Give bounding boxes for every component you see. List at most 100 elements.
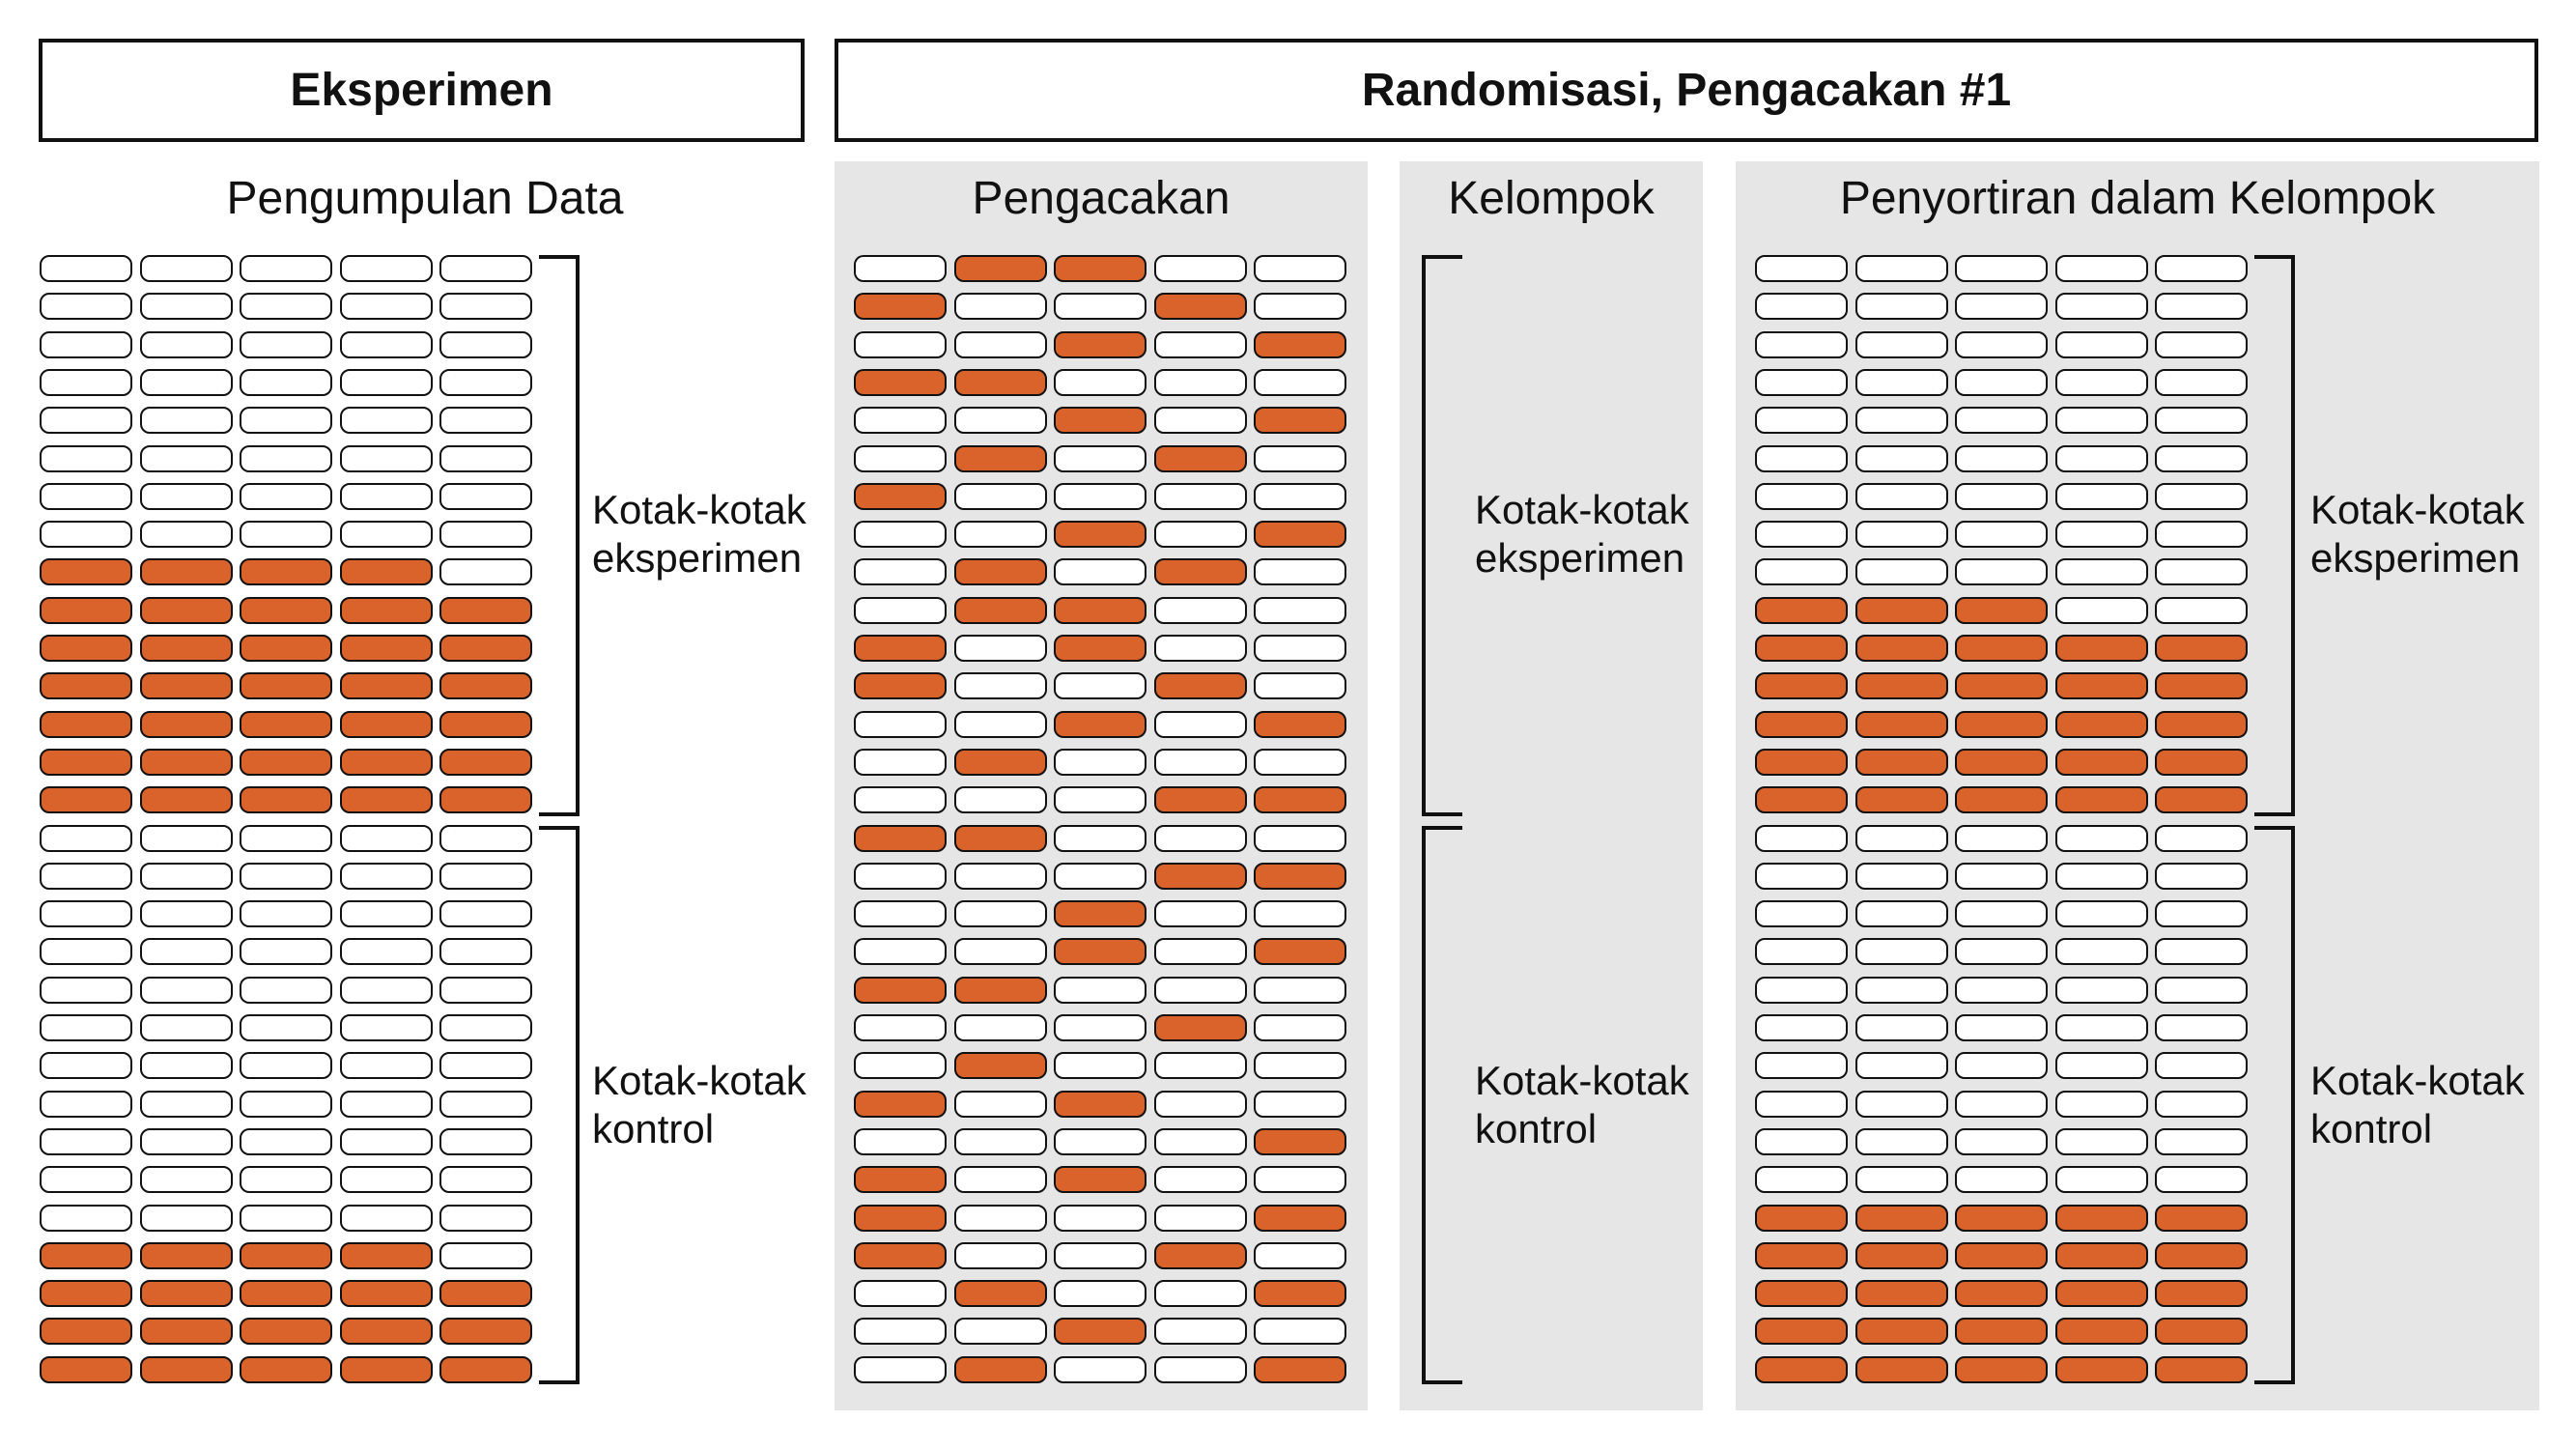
empty-box (1755, 976, 1848, 1004)
empty-box (240, 1204, 332, 1232)
empty-box (1153, 976, 1247, 1004)
filled-box (1955, 1355, 2048, 1383)
filled-box (1955, 1280, 2048, 1308)
sorting-title: Penyortiran dalam Kelompok (1839, 173, 2436, 224)
empty-box (1054, 1127, 1146, 1155)
empty-box (339, 824, 433, 852)
empty-box (1955, 368, 2048, 396)
empty-box (2054, 1166, 2148, 1194)
filled-box (953, 558, 1047, 586)
empty-box (1955, 1014, 2048, 1041)
filled-box (240, 1280, 332, 1308)
empty-box (1054, 786, 1146, 814)
empty-box (2155, 900, 2248, 928)
empty-box (1254, 672, 1346, 700)
empty-box (1755, 824, 1848, 852)
groups-control-bracket (1422, 826, 1462, 1384)
empty-box (2155, 1090, 2248, 1118)
empty-box (1254, 293, 1346, 321)
empty-box (1153, 1090, 1247, 1118)
empty-box (1854, 862, 1948, 890)
filled-box (1054, 1318, 1146, 1346)
empty-box (1755, 900, 1848, 928)
empty-box (1153, 407, 1247, 435)
empty-box (240, 444, 332, 472)
empty-box (1854, 938, 1948, 966)
filled-box (854, 1241, 947, 1269)
empty-box (953, 1127, 1047, 1155)
filled-box (339, 748, 433, 776)
empty-box (1054, 1280, 1146, 1308)
filled-box (439, 596, 532, 624)
filled-box (240, 1355, 332, 1383)
empty-box (953, 900, 1047, 928)
empty-box (439, 482, 532, 510)
sorting-control-label-line1: Kotak-kotak (2310, 1058, 2525, 1103)
empty-box (339, 444, 433, 472)
empty-box (1755, 444, 1848, 472)
empty-box (439, 1241, 532, 1269)
empty-box (2155, 862, 2248, 890)
filled-box (1054, 255, 1146, 282)
empty-box (1955, 255, 2048, 282)
filled-box (240, 1318, 332, 1346)
empty-box (2054, 1052, 2148, 1080)
groups-control-label: Kotak-kotak kontrol (1475, 1057, 1689, 1153)
filled-box (953, 1280, 1047, 1308)
filled-box (953, 368, 1047, 396)
empty-box (40, 407, 132, 435)
empty-box (1054, 482, 1146, 510)
filled-box (1755, 596, 1848, 624)
filled-box (2054, 1355, 2148, 1383)
empty-box (439, 407, 532, 435)
empty-box (953, 482, 1047, 510)
empty-box (240, 900, 332, 928)
empty-box (854, 1014, 947, 1041)
empty-box (439, 1014, 532, 1041)
empty-box (1054, 293, 1146, 321)
filled-box (339, 1318, 433, 1346)
empty-box (1755, 330, 1848, 358)
empty-box (854, 786, 947, 814)
empty-box (953, 1204, 1047, 1232)
filled-box (439, 1355, 532, 1383)
empty-box (1755, 862, 1848, 890)
empty-box (1755, 938, 1848, 966)
empty-box (2155, 444, 2248, 472)
empty-box (854, 558, 947, 586)
empty-box (1755, 407, 1848, 435)
sorting-experimental-label: Kotak-kotak eksperimen (2310, 486, 2525, 582)
filled-box (2054, 1318, 2148, 1346)
filled-box (1755, 1241, 1848, 1269)
empty-box (953, 1241, 1047, 1269)
empty-box (953, 635, 1047, 662)
empty-box (953, 1318, 1047, 1346)
empty-box (40, 1090, 132, 1118)
filled-box (339, 672, 433, 700)
filled-box (1054, 938, 1146, 966)
empty-box (439, 558, 532, 586)
filled-box (1153, 672, 1247, 700)
filled-box (2054, 1280, 2148, 1308)
empty-box (339, 1014, 433, 1041)
empty-box (1854, 521, 1948, 549)
filled-box (1254, 786, 1346, 814)
empty-box (2054, 521, 2148, 549)
empty-box (139, 976, 233, 1004)
empty-box (139, 1014, 233, 1041)
empty-box (40, 1204, 132, 1232)
empty-box (1254, 1014, 1346, 1041)
empty-box (139, 255, 233, 282)
filled-box (139, 786, 233, 814)
empty-box (240, 293, 332, 321)
empty-box (1755, 521, 1848, 549)
experimental-label-line1: Kotak-kotak (592, 487, 807, 532)
filled-box (1254, 1204, 1346, 1232)
empty-box (1755, 293, 1848, 321)
empty-box (953, 710, 1047, 738)
filled-box (1955, 672, 2048, 700)
empty-box (1254, 976, 1346, 1004)
empty-box (339, 1052, 433, 1080)
empty-box (40, 368, 132, 396)
filled-box (1955, 596, 2048, 624)
